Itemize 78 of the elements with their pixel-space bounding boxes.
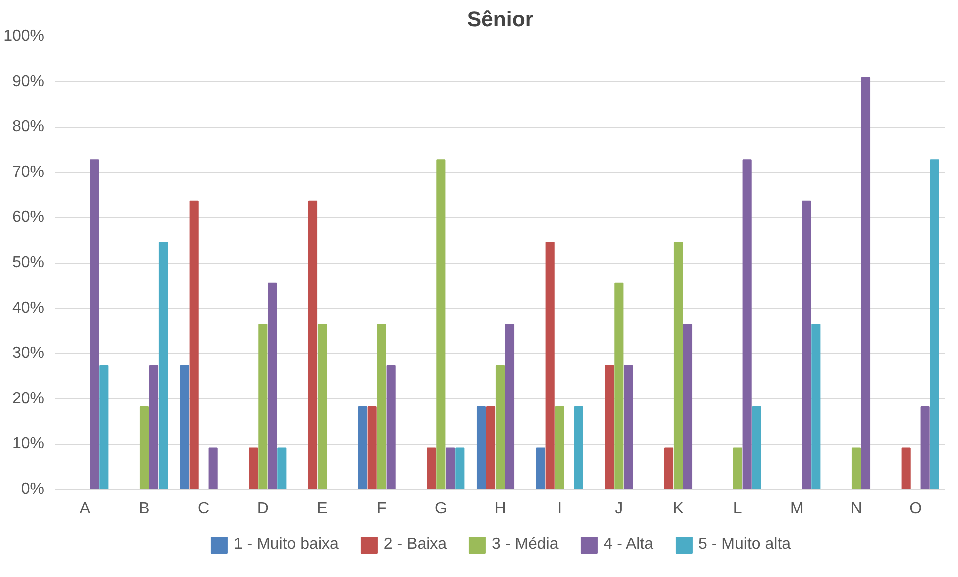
bar [149,365,159,490]
y-tick-label: 60% [12,209,45,226]
bar [664,448,674,490]
bar [140,406,150,490]
x-tick-label: K [673,500,684,518]
y-tick-label: 70% [12,164,45,181]
bar [802,200,812,490]
legend-label: 3 - Média [492,536,559,554]
x-tick-label: B [139,500,150,518]
bar [158,242,168,490]
y-tick-label: 10% [12,436,45,453]
bar [812,324,821,490]
legend-label: 2 - Baixa [384,536,448,554]
bar [546,242,555,490]
x-tick-label: F [376,500,387,518]
y-tick-label: 0% [21,481,44,498]
bar [496,365,506,490]
x-tick-label: J [615,500,624,518]
bar [358,406,368,490]
x-tick-label: N [850,500,862,518]
legend-label: 4 - Alta [604,536,654,554]
bar [555,406,564,490]
legend-label: 5 - Muito alta [698,536,792,554]
x-tick-label: D [257,500,269,518]
bar [318,324,328,490]
bar [180,365,190,490]
bar [574,406,584,490]
bar [268,282,278,490]
bar [90,160,100,490]
bar [190,200,199,490]
bar [456,448,465,490]
bar [920,406,930,490]
bar [605,365,614,490]
legend-label: 1 - Muito baixa [234,536,339,554]
bar [100,365,109,490]
chart-title: Sênior [467,8,534,32]
x-tick-label: H [494,500,506,518]
x-tick-label: L [733,500,742,518]
x-tick-label: E [317,500,328,518]
bar [674,242,684,490]
y-tick-label: 30% [12,345,45,362]
bar [742,160,752,490]
x-tick-label: M [790,500,804,518]
x-tick-label: G [434,500,448,518]
bar [624,365,634,490]
bar [249,448,258,490]
bar [446,448,456,490]
bar [377,324,386,490]
y-tick-label: 50% [12,254,45,272]
bar [208,448,218,490]
y-tick-label: 40% [12,300,45,317]
x-tick-label: C [198,500,210,518]
bar [505,324,515,490]
bar [486,406,496,490]
bar [614,282,624,490]
bar [476,406,486,490]
bar [930,160,940,490]
bar [368,406,377,490]
y-tick-label: 20% [12,390,45,408]
bar [386,365,396,490]
bar [536,448,546,490]
bar [427,448,436,490]
x-tick-label: I [558,500,562,518]
x-tick-label: O [910,500,922,518]
y-tick-label: 80% [12,118,45,136]
bar [902,448,911,490]
y-tick-label: 100% [4,28,44,45]
bar [752,406,762,490]
y-tick-label: 90% [12,73,45,90]
bar [861,77,871,490]
bar [683,324,693,490]
bar [308,200,318,490]
bar [278,448,287,490]
bar [852,448,862,490]
bar [733,448,742,490]
bar [258,324,268,490]
bar [436,160,446,490]
x-tick-label: A [80,500,91,518]
